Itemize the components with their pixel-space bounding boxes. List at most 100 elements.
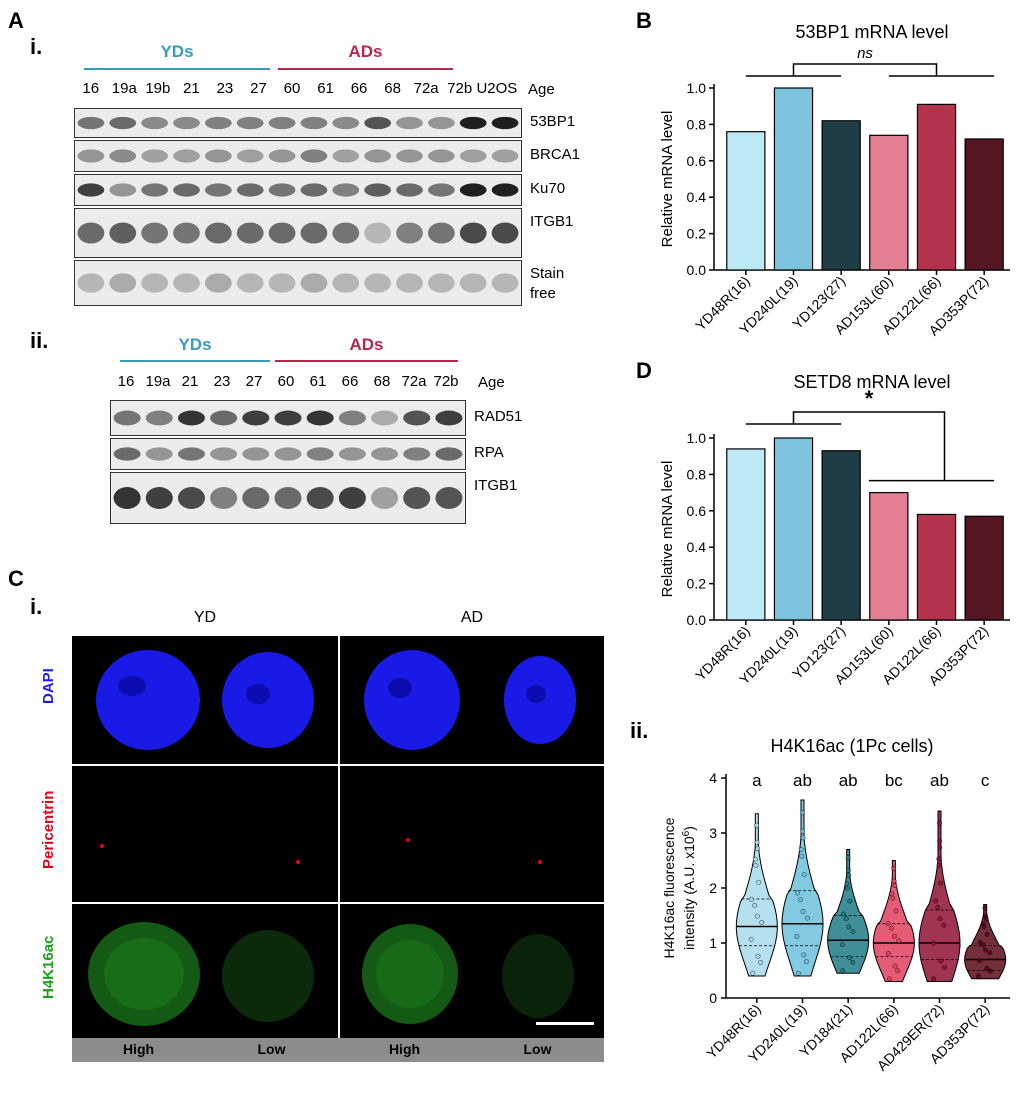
chart-53bp1: 53BP1 mRNA level 0.0 0.2 0.4 0.6 0.8 1.0 Relati… — [659, 22, 1010, 339]
blot-i-band-1-8 — [332, 149, 360, 163]
blot-ii-band-0-3 — [210, 410, 238, 426]
chart-c2-point-1-4 — [794, 890, 800, 896]
blot-ii-ads-line — [275, 360, 458, 362]
blot-ii-band-0-6 — [306, 410, 334, 426]
chart-b-ytick-label-3: 0.6 — [687, 153, 707, 169]
blot-i-band-4-10 — [396, 273, 423, 293]
panel-a-letter: A — [8, 8, 24, 33]
blot-ii-strip-0 — [110, 400, 466, 436]
blot-ii-band-0-1 — [145, 410, 173, 426]
chart-h4k16ac: H4K16ac (1Pc cells) 0 1 2 3 4 H4K16ac fluoresc… — [661, 736, 1010, 1074]
micro-dapi-yd-svg — [96, 650, 314, 750]
chart-c2-ytick-label-2: 2 — [709, 880, 717, 896]
blot-i-band-3-6 — [268, 222, 296, 244]
chart-d-ytick-label-3: 0.6 — [687, 503, 707, 519]
blot-ii-band-1-4 — [242, 447, 270, 461]
chart-c2-point-5-1 — [983, 947, 989, 953]
blot-ii-label-1: RPA — [474, 444, 504, 461]
chart-c2-ylabel-1: H4K16ac fluorescence — [661, 817, 677, 958]
blot-i-age-label: Age — [528, 81, 555, 98]
blot-ii-lane-7: 66 — [341, 373, 359, 390]
chart-c2-point-1-10 — [799, 853, 805, 859]
blot-ii-band-1-3 — [210, 447, 238, 461]
chart-d-ytick-label-4: 0.8 — [687, 466, 707, 482]
chart-c2-point-4-3 — [938, 958, 944, 964]
chart-c2-letter-0: a — [752, 771, 762, 790]
blot-ii-band-0-7 — [338, 410, 366, 426]
chart-c2-point-3-9 — [896, 938, 902, 944]
chart-c2-point-0-1 — [754, 913, 760, 919]
blot-i-band-3-11 — [427, 222, 455, 244]
blot-i-lane-10: 72a — [413, 80, 439, 97]
micro-h4k16ac-ad — [340, 904, 604, 1038]
blot-i-band-2-3 — [173, 183, 200, 197]
chart-c2-point-1-2 — [798, 847, 804, 852]
chart-b-title: 53BP1 mRNA level — [795, 22, 948, 42]
chart-c2-point-5-6 — [976, 958, 982, 963]
blot-i-band-2-11 — [427, 183, 455, 197]
chart-d-bar-4 — [916, 513, 957, 621]
chart-c2-point-4-2 — [936, 856, 942, 862]
blot-ii-band-1-1 — [145, 447, 173, 461]
blot-ii-band-0-4 — [242, 410, 270, 426]
blot-i-label-3: ITGB1 — [530, 213, 574, 230]
blot-i-strip-3 — [74, 208, 522, 258]
chart-c2-point-1-9 — [805, 915, 810, 921]
chart-c2-point-1-8 — [800, 810, 805, 816]
chart-c2-point-3-13 — [892, 883, 898, 889]
chart-c2-point-3-8 — [891, 865, 897, 871]
blot-i-band-3-0 — [77, 222, 105, 244]
chart-d-bar-2 — [821, 450, 861, 621]
chart-c2-violin-0 — [735, 813, 778, 977]
panel-b-letter: B — [636, 8, 652, 33]
blot-i-band-3-2 — [141, 222, 169, 244]
blot-ii-band-1-9 — [403, 447, 431, 461]
blot-i-band-4-1 — [109, 273, 137, 293]
blot-ii-band-2-6 — [306, 487, 334, 509]
blot-i-band-4-12 — [459, 273, 487, 293]
chart-c2-ytick-label-4: 4 — [709, 770, 717, 786]
chart-d-ylabel: Relative mRNA level — [659, 461, 676, 598]
blot-i-lane-7: 61 — [317, 80, 334, 97]
blot-i-band-0-3 — [173, 116, 200, 130]
chart-c2-point-3-10 — [890, 895, 896, 901]
blot-ii-band-2-8 — [371, 487, 399, 509]
chart-b-bar-3 — [869, 134, 909, 271]
chart-b-ytick-label-5: 1.0 — [687, 80, 707, 96]
chart-c2-point-4-5 — [937, 838, 942, 844]
chart-c2-point-2-8 — [845, 855, 851, 861]
blot-i-yds-line — [84, 68, 270, 70]
blot-i-lane-5: 27 — [250, 80, 267, 97]
chart-c2-point-1-11 — [803, 959, 809, 964]
micro-label-h4k16ac: H4K16ac — [40, 935, 57, 999]
blot-i-lane-11: 72b — [447, 80, 473, 97]
blot-ii-band-1-7 — [338, 447, 366, 461]
micro-grid: High Low High Low — [72, 636, 604, 1062]
chart-c2-point-3-7 — [893, 908, 899, 914]
chart-c2-point-1-7 — [801, 872, 807, 878]
blot-i-lane-3: 21 — [183, 80, 200, 97]
chart-c2-point-3-6 — [885, 951, 891, 956]
micro-col-ad: AD — [460, 609, 484, 626]
panel-d-letter: D — [636, 358, 652, 383]
blot-ii-band-2-10 — [435, 487, 463, 509]
blot-ii-lane-10: 72b — [433, 373, 459, 390]
blot-ii-band-2-9 — [403, 487, 431, 509]
chart-c2-point-1-13 — [800, 835, 806, 841]
chart-c2-point-3-11 — [895, 968, 901, 974]
chart-d-sig-label: * — [865, 386, 874, 411]
blot-i-band-3-5 — [236, 222, 264, 244]
blot-ii-band-1-0 — [113, 447, 141, 461]
micro-peri-ad — [340, 766, 604, 902]
blot-i-lane-9: 68 — [384, 80, 401, 97]
chart-c2-point-1-5 — [800, 828, 806, 834]
blot-ii-band-1-5 — [274, 447, 302, 461]
blot-i-label-0: 53BP1 — [530, 113, 576, 130]
chart-c2-ytick-label-3: 3 — [709, 825, 717, 841]
blot-i-group-ads: ADs — [348, 42, 383, 61]
blot-i-band-1-6 — [268, 149, 296, 163]
panel-a-ii-label: ii. — [30, 328, 49, 353]
chart-c2-point-4-4 — [933, 898, 939, 904]
blot-i-strip-1 — [74, 140, 522, 172]
panel-c-ii-label: ii. — [630, 718, 649, 743]
